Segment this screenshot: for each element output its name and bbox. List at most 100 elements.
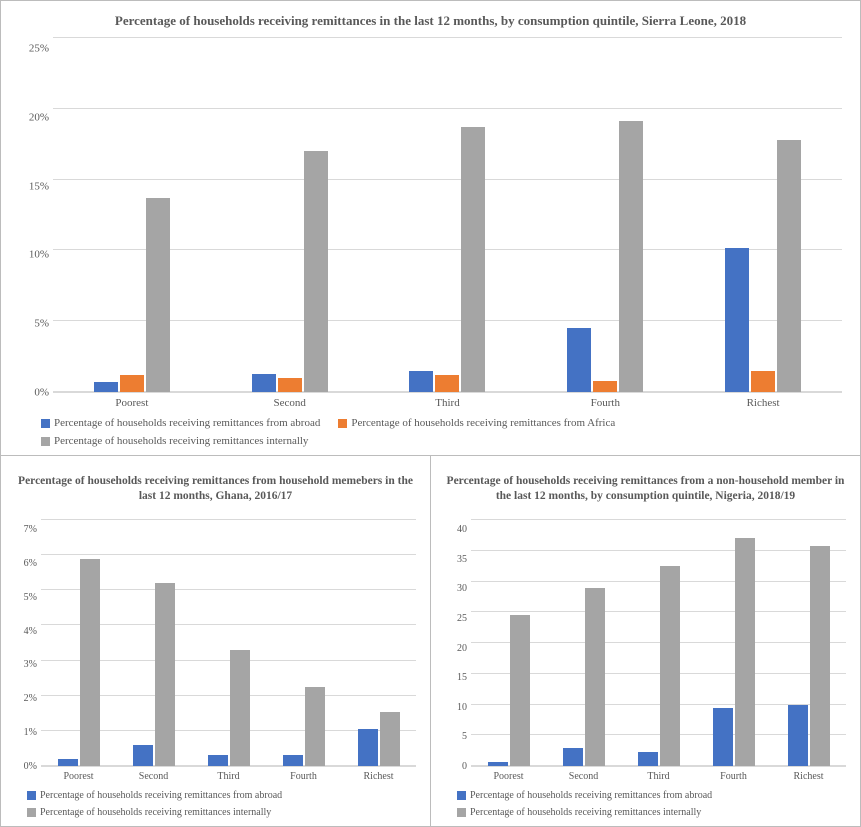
bar-group (116, 520, 191, 766)
x-tick-label: Richest (771, 771, 846, 782)
bar-group (684, 38, 842, 392)
legend-label: Percentage of households receiving remit… (40, 790, 282, 801)
y-axis: 0%5%10%15%20%25% (19, 38, 53, 393)
legend-label: Percentage of households receiving remit… (54, 435, 308, 447)
y-tick-label: 5% (24, 593, 37, 603)
bar-abroad (713, 708, 733, 766)
x-tick-label: Third (621, 771, 696, 782)
bar-internal (585, 588, 605, 766)
bar-group (526, 38, 684, 392)
y-tick-label: 35 (457, 555, 467, 565)
x-axis: PoorestSecondThirdFourthRichest (41, 767, 416, 782)
chart-panel-sierra-leone: Percentage of households receiving remit… (1, 1, 860, 456)
y-tick-label: 7% (24, 525, 37, 535)
bar-abroad (358, 729, 378, 766)
legend-item-abroad: Percentage of households receiving remit… (41, 417, 320, 429)
legend-label: Percentage of households receiving remit… (40, 807, 271, 818)
x-tick-label: Third (191, 771, 266, 782)
y-tick-label: 4% (24, 627, 37, 637)
x-tick-label: Fourth (266, 771, 341, 782)
grid-zone (471, 520, 846, 767)
y-tick-label: 10% (29, 250, 49, 261)
y-tick-label: 20% (29, 112, 49, 123)
legend-swatch (457, 791, 466, 800)
bar-internal (230, 650, 250, 766)
bar-internal (735, 538, 755, 766)
bar-abroad (252, 374, 276, 392)
legend: Percentage of households receiving remit… (39, 409, 842, 451)
y-axis: 0%1%2%3%4%5%6%7% (15, 520, 41, 767)
legend-item-internal: Percentage of households receiving remit… (27, 807, 414, 818)
chart-title: Percentage of households receiving remit… (445, 466, 846, 512)
chart-panel-nigeria: Percentage of households receiving remit… (431, 456, 860, 826)
x-tick-label: Richest (341, 771, 416, 782)
grid-zone (41, 520, 416, 767)
x-tick-label: Second (546, 771, 621, 782)
x-tick-label: Fourth (526, 397, 684, 409)
legend-swatch (41, 419, 50, 428)
bar-groups (53, 38, 842, 392)
x-tick-label: Fourth (696, 771, 771, 782)
bar-internal (777, 140, 801, 392)
bar-internal (80, 559, 100, 766)
bar-abroad (94, 382, 118, 392)
bar-group (621, 520, 696, 766)
bar-group (41, 520, 116, 766)
bar-africa (120, 375, 144, 392)
y-tick-label: 5% (34, 319, 49, 330)
x-tick-label: Second (116, 771, 191, 782)
y-tick-label: 2% (24, 694, 37, 704)
bar-abroad (563, 748, 583, 766)
bar-internal (305, 687, 325, 766)
legend-swatch (27, 808, 36, 817)
bar-internal (660, 566, 680, 766)
y-tick-label: 15% (29, 181, 49, 192)
bar-internal (155, 583, 175, 766)
bar-abroad (409, 371, 433, 392)
y-tick-label: 10 (457, 703, 467, 713)
bar-abroad (133, 745, 153, 766)
bar-group (191, 520, 266, 766)
bar-internal (810, 546, 830, 766)
y-tick-label: 25% (29, 43, 49, 54)
chart-title: Percentage of households receiving remit… (19, 13, 842, 30)
bar-internal (510, 615, 530, 766)
y-tick-label: 0% (34, 387, 49, 398)
bar-group (771, 520, 846, 766)
bar-abroad (567, 328, 591, 392)
legend-swatch (41, 437, 50, 446)
bar-abroad (208, 755, 228, 766)
bar-abroad (725, 248, 749, 392)
x-tick-label: Second (211, 397, 369, 409)
bar-group (341, 520, 416, 766)
legend: Percentage of households receiving remit… (455, 782, 846, 822)
legend-item-internal: Percentage of households receiving remit… (457, 807, 844, 818)
y-tick-label: 0 (462, 762, 467, 772)
x-tick-label: Richest (684, 397, 842, 409)
bar-africa (435, 375, 459, 392)
bar-abroad (638, 752, 658, 766)
y-tick-label: 20 (457, 644, 467, 654)
y-axis: 0510152025303540 (445, 520, 471, 767)
x-tick-label: Third (369, 397, 527, 409)
legend-swatch (27, 791, 36, 800)
dashboard-container: Percentage of households receiving remit… (0, 0, 861, 827)
x-tick-label: Poorest (53, 397, 211, 409)
bar-abroad (488, 762, 508, 766)
plot-area: 0%5%10%15%20%25% (19, 38, 842, 393)
chart-panel-ghana: Percentage of households receiving remit… (1, 456, 431, 826)
legend-label: Percentage of households receiving remit… (470, 807, 701, 818)
bar-group (696, 520, 771, 766)
legend-swatch (338, 419, 347, 428)
bar-group (53, 38, 211, 392)
bar-africa (593, 381, 617, 392)
bar-abroad (283, 755, 303, 766)
bar-abroad (788, 705, 808, 767)
grid-zone (53, 38, 842, 393)
bar-abroad (58, 759, 78, 766)
plot-area: 0510152025303540 (445, 520, 846, 767)
x-axis: PoorestSecondThirdFourthRichest (471, 767, 846, 782)
legend-item-abroad: Percentage of households receiving remit… (457, 790, 844, 801)
bar-group (266, 520, 341, 766)
x-tick-label: Poorest (471, 771, 546, 782)
